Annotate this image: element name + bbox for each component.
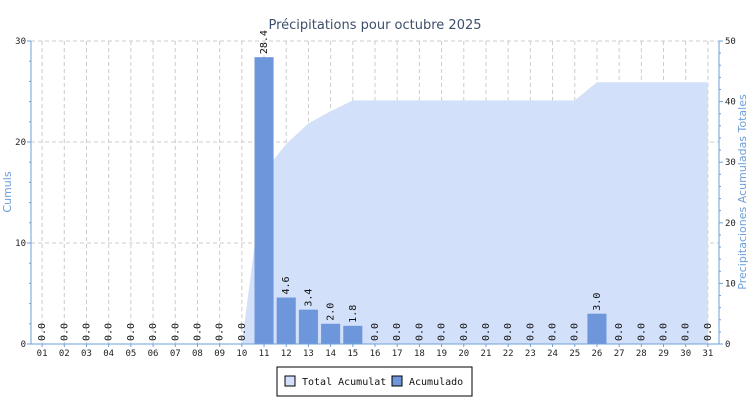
x-tick-label-05: 05: [125, 349, 136, 359]
data-label-14: 2.0: [326, 303, 337, 321]
data-label-22: 0.0: [503, 323, 514, 341]
x-tick-label-31: 31: [702, 349, 713, 359]
x-tick-label-13: 13: [303, 349, 314, 359]
right-tick-label: 40: [725, 98, 736, 108]
data-label-24: 0.0: [548, 323, 559, 341]
bar-14: [321, 323, 341, 344]
right-axis-title: Precipitaciones Acumuladas Totales: [736, 94, 749, 290]
data-label-04: 0.0: [104, 323, 115, 341]
left-tick-label: 20: [15, 138, 26, 148]
x-tick-label-04: 04: [103, 349, 114, 359]
x-tick-label-25: 25: [569, 349, 580, 359]
x-tick-label-08: 08: [192, 349, 203, 359]
data-label-29: 0.0: [659, 323, 670, 341]
x-tick-label-27: 27: [614, 349, 625, 359]
left-tick-label: 0: [21, 340, 26, 350]
bar-13: [298, 309, 318, 344]
data-label-20: 0.0: [459, 323, 470, 341]
data-label-25: 0.0: [570, 323, 581, 341]
right-tick-label: 50: [725, 37, 736, 47]
data-label-27: 0.0: [614, 323, 625, 341]
x-tick-label-12: 12: [281, 349, 292, 359]
x-tick-label-03: 03: [81, 349, 92, 359]
x-tick-label-07: 07: [170, 349, 181, 359]
legend-swatch-acumulado: [391, 375, 403, 387]
x-tick-label-24: 24: [547, 349, 558, 359]
data-label-07: 0.0: [170, 323, 181, 341]
data-label-10: 0.0: [237, 323, 248, 341]
bar-12: [276, 297, 296, 344]
data-label-15: 1.8: [348, 305, 359, 323]
legend-label-acumulado: Acumulado: [409, 377, 463, 388]
bar-11: [254, 57, 274, 344]
x-tick-label-01: 01: [37, 349, 48, 359]
data-label-30: 0.0: [681, 323, 692, 341]
bar-26: [587, 313, 607, 344]
data-label-16: 0.0: [370, 323, 381, 341]
data-label-08: 0.0: [192, 323, 203, 341]
data-label-28: 0.0: [636, 323, 647, 341]
x-tick-label-28: 28: [636, 349, 647, 359]
data-label-01: 0.0: [37, 323, 48, 341]
data-label-05: 0.0: [126, 323, 137, 341]
x-tick-label-06: 06: [148, 349, 159, 359]
x-tick-label-29: 29: [658, 349, 669, 359]
data-label-18: 0.0: [414, 323, 425, 341]
x-tick-label-18: 18: [414, 349, 425, 359]
left-tick-label: 10: [15, 239, 26, 249]
data-label-13: 3.4: [303, 289, 314, 307]
right-tick-label: 30: [725, 158, 736, 168]
legend-swatch-total: [284, 375, 296, 387]
x-tick-label-16: 16: [370, 349, 381, 359]
x-tick-label-14: 14: [325, 349, 336, 359]
x-tick-label-23: 23: [525, 349, 536, 359]
data-label-17: 0.0: [392, 323, 403, 341]
x-tick-label-02: 02: [59, 349, 70, 359]
x-tick-label-22: 22: [503, 349, 514, 359]
data-label-02: 0.0: [59, 323, 70, 341]
x-tick-label-17: 17: [392, 349, 403, 359]
right-tick-label: 20: [725, 219, 736, 229]
legend: Total Acumulat Acumulado: [276, 366, 473, 397]
cumulative-area-layer: [42, 82, 708, 344]
x-tick-label-09: 09: [214, 349, 225, 359]
data-label-06: 0.0: [148, 323, 159, 341]
data-label-11: 28.4: [259, 30, 270, 54]
right-tick-label: 0: [725, 340, 730, 350]
x-tick-label-30: 30: [680, 349, 691, 359]
chart-title: Précipitations pour octubre 2025: [268, 18, 481, 33]
data-label-21: 0.0: [481, 323, 492, 341]
cumulative-area: [42, 82, 708, 344]
axes: 0 10 20 30 0 10 20 30 40 50 01 02 03 04 05 06 07 08 09 10 11…: [15, 37, 736, 359]
data-label-19: 0.0: [437, 323, 448, 341]
data-label-12: 4.6: [281, 276, 292, 294]
x-tick-label-20: 20: [458, 349, 469, 359]
data-label-09: 0.0: [215, 323, 226, 341]
left-axis-title: Cumuls: [1, 171, 14, 212]
legend-frame: [276, 366, 473, 397]
right-tick-label: 10: [725, 279, 736, 289]
data-labels: 0.0 0.0 0.0 0.0 0.0 0.0 0.0 0.0 0.0 0.0 28.4 4.6 3.4…: [37, 30, 714, 341]
x-tick-label-15: 15: [347, 349, 358, 359]
bar-15: [343, 325, 363, 344]
bars-layer: [254, 57, 607, 344]
x-tick-label-11: 11: [259, 349, 270, 359]
data-label-03: 0.0: [81, 323, 92, 341]
x-tick-label-10: 10: [236, 349, 247, 359]
x-tick-label-19: 19: [436, 349, 447, 359]
legend-label-total: Total Acumulat: [302, 377, 386, 388]
x-tick-label-21: 21: [481, 349, 492, 359]
data-label-23: 0.0: [525, 323, 536, 341]
data-label-26: 3.0: [592, 293, 603, 311]
left-tick-label: 30: [15, 37, 26, 47]
x-tick-label-26: 26: [592, 349, 603, 359]
data-label-31: 0.0: [703, 323, 714, 341]
